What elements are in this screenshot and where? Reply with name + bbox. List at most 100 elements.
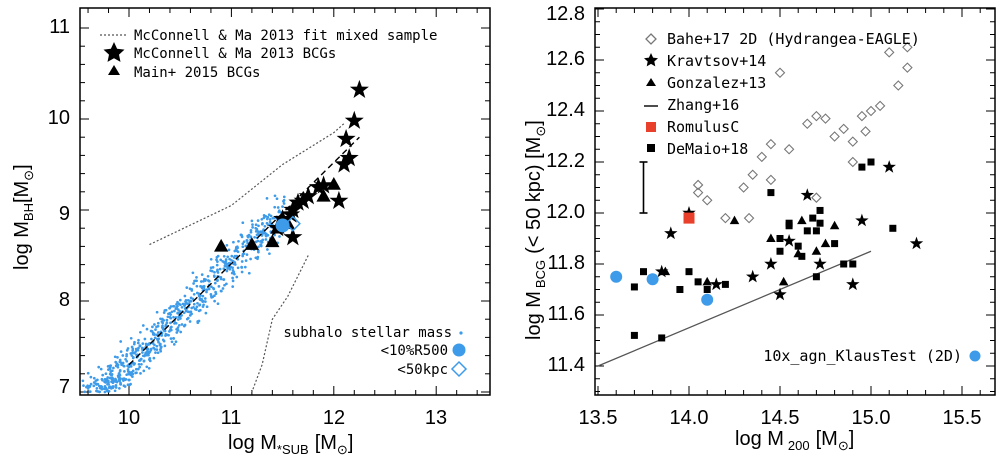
subhalo-point [219, 289, 223, 293]
subhalo-point [169, 316, 173, 320]
subhalo-point [106, 382, 109, 386]
subhalo-point [92, 384, 96, 388]
left-xtick-label: 13 [425, 407, 447, 429]
legend-romulus-label: RomulusC [667, 118, 739, 136]
subhalo-point [164, 332, 168, 336]
right-xtick-label: 14.0 [670, 407, 709, 429]
gonzalez-point [702, 276, 712, 286]
bahe-point [856, 110, 868, 122]
subhalo-point [126, 364, 129, 368]
left-tick-labels: 10 11 12 13 7 8 9 10 11 [48, 16, 447, 429]
subhalo-point [230, 254, 234, 258]
subhalo-point [130, 354, 134, 357]
subhalo-point [192, 302, 196, 306]
subhalo-point [240, 260, 244, 263]
subhalo-point [112, 379, 115, 383]
subhalo-point [203, 297, 207, 300]
legend-bahe-label: Bahe+17 2D (Hydrangea-EAGLE) [667, 30, 920, 48]
legend-kpc50-diamond-icon [450, 360, 468, 378]
demaio-point [776, 235, 784, 242]
subhalo-point [241, 245, 245, 249]
subhalo-point [268, 218, 272, 221]
subhalo-point [193, 279, 196, 283]
subhalo-point [231, 285, 235, 288]
subhalo-point [207, 287, 211, 291]
subhalo-point [244, 244, 248, 248]
subhalo-point [170, 325, 173, 329]
kravtsov-point [664, 226, 678, 240]
legend-agn-circle-icon [969, 350, 981, 362]
subhalo-point [195, 284, 199, 288]
bahe-point [829, 131, 840, 142]
subhalo-point [134, 367, 138, 371]
kravtsov-point [655, 264, 669, 278]
mcconnell-bcg-point [349, 79, 369, 98]
subhalo-point [96, 378, 99, 382]
subhalo-point [124, 357, 127, 361]
subhalo-point [276, 206, 280, 209]
legend-red-square-icon [646, 122, 656, 132]
right-panel: 13.5 14.0 14.5 15.0 15.5 11.4 11.6 11.8 … [523, 3, 996, 453]
left-ytick-label: 8 [59, 289, 70, 311]
demaio-point [812, 273, 820, 281]
bahe-point [743, 212, 755, 224]
subhalo-point [169, 328, 173, 332]
subhalo-point [129, 365, 133, 368]
subhalo-point [184, 299, 188, 302]
subhalo-point [137, 346, 140, 350]
subhalo-point [118, 379, 122, 383]
left-r500-point [275, 218, 290, 233]
subhalo-point [141, 351, 144, 354]
right-demaio-points [630, 158, 897, 342]
subhalo-point [136, 341, 140, 345]
subhalo-point [190, 312, 193, 316]
subhalo-point [83, 390, 87, 394]
subhalo-point [233, 254, 237, 258]
subhalo-point [153, 336, 157, 340]
subhalo-point [218, 267, 222, 271]
subhalo-point [116, 356, 119, 359]
subhalo-point [114, 386, 118, 389]
subhalo-point [113, 355, 117, 359]
subhalo-point [227, 265, 231, 269]
legend-triangle-icon [108, 65, 120, 75]
subhalo-point [234, 247, 238, 251]
subhalo-point [125, 359, 129, 363]
subhalo-point [273, 194, 277, 198]
demaio-point [630, 283, 638, 291]
bahe-point [883, 47, 895, 58]
subhalo-point [162, 311, 166, 314]
subhalo-point [178, 309, 182, 313]
subhalo-point [219, 277, 223, 281]
subhalo-point [245, 253, 249, 256]
legend-main-bcgs-label: Main+ 2015 BCGs [134, 65, 260, 81]
main-bcg-point [326, 177, 341, 190]
legend-mixed-fit-label: McConnell & Ma 2013 fit mixed sample [134, 28, 437, 44]
subhalo-point [114, 377, 117, 381]
subhalo-point [263, 224, 267, 228]
legend-open-diamond-icon [645, 33, 657, 45]
bahe-point [811, 192, 822, 203]
subhalo-point [88, 390, 92, 393]
subhalo-point [156, 324, 160, 328]
main-bcg-point [244, 237, 260, 250]
subhalo-point [260, 240, 264, 244]
demaio-point [840, 260, 848, 268]
subhalo-point [185, 286, 189, 289]
agn-point [701, 293, 714, 306]
subhalo-point [86, 371, 90, 375]
mcconnell-bcg-point [283, 227, 303, 246]
left-ytick-label: 9 [59, 203, 70, 225]
subhalo-point [282, 195, 286, 199]
subhalo-point [139, 330, 142, 334]
subhalo-point [113, 389, 117, 393]
subhalo-point [183, 294, 187, 298]
subhalo-point [222, 254, 226, 258]
subhalo-point [196, 321, 200, 325]
subhalo-point [199, 298, 203, 302]
subhalo-point [161, 324, 164, 328]
subhalo-point [126, 368, 130, 371]
subhalo-point [245, 239, 249, 242]
mcconnell-bcg-point [334, 154, 354, 173]
subhalo-point [105, 377, 109, 381]
